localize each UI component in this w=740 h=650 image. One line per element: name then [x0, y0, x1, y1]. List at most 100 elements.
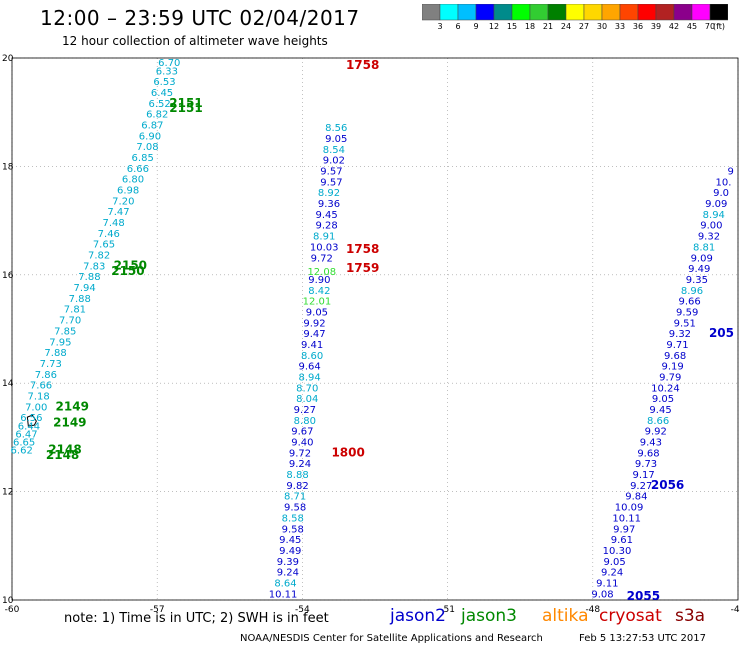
swh-point: 9.45 [315, 210, 337, 221]
swh-point: 12.01 [303, 297, 332, 308]
swh-point: 8.96 [681, 286, 703, 297]
swh-point: 7.46 [98, 229, 120, 240]
swh-point: 9.66 [678, 297, 700, 308]
swh-point: 7.82 [88, 251, 110, 262]
swh-point: 9.61 [611, 535, 633, 546]
colorbar-label: 9 [473, 22, 479, 31]
swh-point: 6.33 [156, 66, 178, 77]
swh-point: 7.20 [112, 196, 134, 207]
swh-point: 6.80 [122, 175, 144, 186]
swh-point: 9.64 [299, 362, 321, 373]
swh-point: 9.0 [713, 188, 729, 199]
swh-point: 9.39 [277, 557, 299, 568]
colorbar-labels: 3 6 9 12 15 18 21 24 27 30 33 36 39 42 45 70 (ft) [422, 22, 740, 34]
swh-point: 6.44 [18, 421, 40, 432]
swh-point: 9.47 [303, 329, 325, 340]
colorbar-label: 70 [704, 22, 716, 31]
swh-point: 9.00 [700, 221, 722, 232]
swh-point: 9.05 [306, 307, 328, 318]
legend-jason3: jason3 [461, 606, 517, 626]
swh-point: 8.64 [274, 578, 296, 589]
swh-point: 7.81 [64, 305, 86, 316]
time-annotation: 205 [709, 326, 734, 340]
swh-point: 9.45 [649, 405, 671, 416]
time-annotation: 2151 [169, 96, 202, 110]
time-annotation: 2150 [111, 264, 144, 278]
page-subtitle: 12 hour collection of altimeter wave hei… [62, 34, 328, 48]
swh-point: 9.68 [664, 351, 686, 362]
swh-point: 9.41 [301, 340, 323, 351]
colorbar-label: 3 [437, 22, 443, 31]
time-annotation: 2150 [114, 258, 147, 272]
swh-point: 6.98 [117, 186, 139, 197]
legend-s3a: s3a [675, 606, 706, 626]
swh-point: 9.84 [625, 492, 647, 503]
swh-point: 7.18 [27, 391, 49, 402]
x-tick-label: -45 [731, 605, 740, 615]
swh-point: 10.24 [651, 383, 680, 394]
swh-point: 8.81 [693, 242, 715, 253]
swh-point: 8.04 [296, 394, 318, 405]
time-annotation: 2148 [46, 448, 79, 462]
y-tick-label: 10 [2, 596, 14, 606]
time-annotation: 2056 [651, 478, 684, 492]
swh-point: 9.92 [303, 318, 325, 329]
swh-point: 6.90 [139, 131, 161, 142]
time-annotation: 1758 [346, 58, 379, 72]
time-annotation: 2148 [48, 443, 81, 457]
time-annotation: 2055 [627, 589, 660, 603]
swh-point: 9.43 [640, 438, 662, 449]
island-outline [26, 414, 37, 427]
page-title: 12:00 – 23:59 UTC 02/04/2017 [40, 6, 360, 30]
colorbar-label: 18 [524, 22, 536, 31]
swh-point: 9.45 [279, 535, 301, 546]
swh-point: 9.59 [676, 307, 698, 318]
swh-point: 9.24 [277, 568, 299, 579]
swh-point: 9.11 [596, 578, 618, 589]
colorbar-swatch [709, 4, 728, 21]
swh-point: 8.94 [299, 372, 321, 383]
swh-point: 10.09 [615, 503, 644, 514]
swh-point: 9.05 [652, 394, 674, 405]
swh-point: 9.17 [632, 470, 654, 481]
swh-point: 9.92 [645, 427, 667, 438]
swh-point: 10.11 [269, 589, 298, 600]
colorbar-label: 42 [668, 22, 680, 31]
colorbar-label: 36 [632, 22, 644, 31]
swh-point: 9.09 [705, 199, 727, 210]
swh-point: 7.95 [49, 337, 71, 348]
footer-timestamp: Feb 5 13:27:53 UTC 2017 [579, 633, 706, 644]
swh-point: 9.05 [325, 134, 347, 145]
swh-point: 6.87 [141, 120, 163, 131]
swh-point: 10.11 [612, 513, 641, 524]
swh-point: 9.27 [294, 405, 316, 416]
swh-point: 7.85 [54, 326, 76, 337]
colorbar-label: 39 [650, 22, 662, 31]
swh-point: 8.71 [284, 492, 306, 503]
swh-point: 9.90 [308, 275, 330, 286]
time-annotation: 2149 [53, 416, 86, 430]
time-annotation: 1759 [346, 261, 379, 275]
swh-point: 8.80 [294, 416, 316, 427]
y-tick-label: 12 [2, 488, 13, 498]
swh-point: 7.66 [30, 381, 52, 392]
swh-point: 8.88 [286, 470, 308, 481]
swh-point: 8.92 [318, 188, 340, 199]
colorbar-label: 24 [560, 22, 572, 31]
x-tick-label: -60 [5, 605, 20, 615]
time-annotation: 1800 [331, 445, 364, 459]
swh-point: 9.49 [279, 546, 301, 557]
swh-point: 6.65 [13, 438, 35, 449]
swh-point: 7.88 [44, 348, 66, 359]
x-tick-label: -48 [585, 605, 600, 615]
swh-point: 9.09 [691, 253, 713, 264]
swh-point: 9.71 [666, 340, 688, 351]
colorbar-label: 30 [596, 22, 608, 31]
y-tick-label: 16 [2, 271, 14, 281]
swh-point: 9.82 [286, 481, 308, 492]
swh-point: 8.60 [301, 351, 323, 362]
swh-point: 9.57 [320, 167, 342, 178]
swh-point: 6.62 [11, 446, 33, 457]
legend-cryosat: cryosat [599, 606, 662, 626]
time-annotation: 2151 [169, 101, 202, 115]
